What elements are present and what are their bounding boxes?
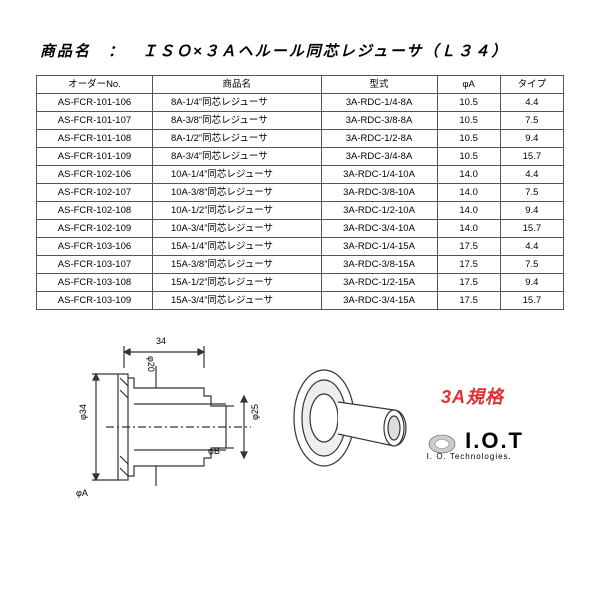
table-cell: 3A-RDC-3/4-8A xyxy=(321,148,437,166)
table-cell: 3A-RDC-3/8-15A xyxy=(321,256,437,274)
logo-text-main: I.O.T xyxy=(465,428,524,453)
table-cell: 10.5 xyxy=(437,94,500,112)
table-cell: 17.5 xyxy=(437,238,500,256)
table-cell: AS-FCR-103-108 xyxy=(37,274,153,292)
page-title: 商品名 ： ＩＳＯ×３Ａヘルール同芯レジューサ（Ｌ３４） xyxy=(40,40,564,61)
table-cell: 17.5 xyxy=(437,292,500,310)
table-cell: 15A-1/4”同芯レジューサ xyxy=(152,238,321,256)
table-header-row: オーダーNo. 商品名 型式 φA タイプ xyxy=(37,76,564,94)
table-cell: AS-FCR-103-106 xyxy=(37,238,153,256)
table-cell: 10.5 xyxy=(437,130,500,148)
table-cell: 14.0 xyxy=(437,166,500,184)
col-phi-a: φA xyxy=(437,76,500,94)
dim-phi25: φ25 xyxy=(250,404,260,420)
table-row: AS-FCR-103-10815A-1/2”同芯レジューサ3A-RDC-1/2-… xyxy=(37,274,564,292)
table-cell: 3A-RDC-1/4-15A xyxy=(321,238,437,256)
table-cell: AS-FCR-103-107 xyxy=(37,256,153,274)
table-cell: 7.5 xyxy=(500,184,563,202)
table-cell: AS-FCR-102-108 xyxy=(37,202,153,220)
spec-label-3a: 3A規格 xyxy=(441,383,504,409)
table-cell: 17.5 xyxy=(437,256,500,274)
table-cell: AS-FCR-101-106 xyxy=(37,94,153,112)
table-cell: 14.0 xyxy=(437,184,500,202)
table-cell: AS-FCR-101-107 xyxy=(37,112,153,130)
table-cell: 15A-3/8”同芯レジューサ xyxy=(152,256,321,274)
table-cell: 3A-RDC-3/4-15A xyxy=(321,292,437,310)
table-cell: 3A-RDC-3/8-8A xyxy=(321,112,437,130)
col-type: タイプ xyxy=(500,76,563,94)
table-cell: 4.4 xyxy=(500,94,563,112)
table-cell: 17.5 xyxy=(437,274,500,292)
table-cell: 10.5 xyxy=(437,112,500,130)
table-row: AS-FCR-101-1088A-1/2”同芯レジューサ3A-RDC-1/2-8… xyxy=(37,130,564,148)
dim-34: 34 xyxy=(156,336,166,346)
table-row: AS-FCR-103-10715A-3/8”同芯レジューサ3A-RDC-3/8-… xyxy=(37,256,564,274)
table-cell: 15.7 xyxy=(500,148,563,166)
col-model: 型式 xyxy=(321,76,437,94)
table-cell: 15.7 xyxy=(500,292,563,310)
dim-phi20: φ20 xyxy=(146,356,156,372)
table-row: AS-FCR-101-1078A-3/8”同芯レジューサ3A-RDC-3/8-8… xyxy=(37,112,564,130)
table-cell: 3A-RDC-3/8-10A xyxy=(321,184,437,202)
table-cell: 8A-1/4”同芯レジューサ xyxy=(152,94,321,112)
table-cell: 7.5 xyxy=(500,112,563,130)
table-cell: 3A-RDC-1/4-10A xyxy=(321,166,437,184)
table-cell: 7.5 xyxy=(500,256,563,274)
brand-logo: I.O.T I. O. Technologies. xyxy=(427,428,524,461)
table-cell: 10A-1/4”同芯レジューサ xyxy=(152,166,321,184)
iso-view-drawing xyxy=(286,358,416,478)
table-row: AS-FCR-103-10615A-1/4”同芯レジューサ3A-RDC-1/4-… xyxy=(37,238,564,256)
table-row: AS-FCR-102-10610A-1/4”同芯レジューサ3A-RDC-1/4-… xyxy=(37,166,564,184)
front-view-drawing xyxy=(76,338,276,518)
table-cell: AS-FCR-101-109 xyxy=(37,148,153,166)
table-cell: 9.4 xyxy=(500,130,563,148)
table-cell: 9.4 xyxy=(500,202,563,220)
table-row: AS-FCR-103-10915A-3/4”同芯レジューサ3A-RDC-3/4-… xyxy=(37,292,564,310)
table-cell: 8A-3/8”同芯レジューサ xyxy=(152,112,321,130)
table-cell: 10A-1/2”同芯レジューサ xyxy=(152,202,321,220)
table-cell: 14.0 xyxy=(437,202,500,220)
drawing-area: 34 φ20 φ34 φ25 φB φA 3A規格 I.O. xyxy=(36,328,564,518)
table-cell: AS-FCR-103-109 xyxy=(37,292,153,310)
table-cell: AS-FCR-102-107 xyxy=(37,184,153,202)
dim-phiA: φA xyxy=(76,488,88,498)
table-cell: 15A-3/4”同芯レジューサ xyxy=(152,292,321,310)
col-name: 商品名 xyxy=(152,76,321,94)
table-row: AS-FCR-101-1098A-3/4”同芯レジューサ3A-RDC-3/4-8… xyxy=(37,148,564,166)
table-row: AS-FCR-102-10910A-3/4”同芯レジューサ3A-RDC-3/4-… xyxy=(37,220,564,238)
table-cell: 8A-3/4”同芯レジューサ xyxy=(152,148,321,166)
dim-phi34: φ34 xyxy=(78,404,88,420)
dim-phiB: φB xyxy=(208,446,220,456)
col-order-no: オーダーNo. xyxy=(37,76,153,94)
table-cell: AS-FCR-102-106 xyxy=(37,166,153,184)
table-cell: AS-FCR-102-109 xyxy=(37,220,153,238)
table-cell: 15A-1/2”同芯レジューサ xyxy=(152,274,321,292)
table-cell: 3A-RDC-3/4-10A xyxy=(321,220,437,238)
table-row: AS-FCR-102-10710A-3/8”同芯レジューサ3A-RDC-3/8-… xyxy=(37,184,564,202)
spec-table: オーダーNo. 商品名 型式 φA タイプ AS-FCR-101-1068A-1… xyxy=(36,75,564,310)
table-cell: 3A-RDC-1/2-10A xyxy=(321,202,437,220)
table-cell: 4.4 xyxy=(500,166,563,184)
table-cell: 9.4 xyxy=(500,274,563,292)
table-row: AS-FCR-102-10810A-1/2”同芯レジューサ3A-RDC-1/2-… xyxy=(37,202,564,220)
table-cell: 3A-RDC-1/4-8A xyxy=(321,94,437,112)
table-cell: 14.0 xyxy=(437,220,500,238)
table-row: AS-FCR-101-1068A-1/4”同芯レジューサ3A-RDC-1/4-8… xyxy=(37,94,564,112)
table-cell: 3A-RDC-1/2-8A xyxy=(321,130,437,148)
table-cell: 4.4 xyxy=(500,238,563,256)
table-cell: 10.5 xyxy=(437,148,500,166)
table-cell: 3A-RDC-1/2-15A xyxy=(321,274,437,292)
table-cell: 15.7 xyxy=(500,220,563,238)
table-cell: AS-FCR-101-108 xyxy=(37,130,153,148)
logo-text-sub: I. O. Technologies. xyxy=(427,452,524,461)
table-cell: 8A-1/2”同芯レジューサ xyxy=(152,130,321,148)
table-cell: 10A-3/8”同芯レジューサ xyxy=(152,184,321,202)
table-cell: 10A-3/4”同芯レジューサ xyxy=(152,220,321,238)
